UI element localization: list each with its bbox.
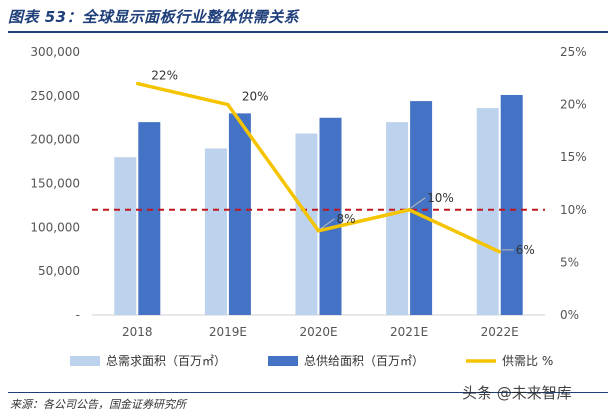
x-tick-label: 2021E bbox=[390, 325, 428, 339]
supply-bar bbox=[319, 117, 342, 315]
legend-label-supply: 总供给面积（百万㎡） bbox=[304, 354, 424, 368]
demand-bar bbox=[386, 122, 409, 315]
supply-demand-chart: - 50,000 100,000 150,000 200,000 250,000 300,0… bbox=[30, 45, 587, 368]
ratio-point bbox=[135, 82, 139, 86]
y-right-tick-label: 5% bbox=[560, 255, 579, 269]
y-right-tick-label: 15% bbox=[560, 150, 587, 164]
ratio-data-label: 8% bbox=[337, 212, 356, 226]
y-right-tick-label: 20% bbox=[560, 98, 587, 112]
figure-title: 图表 53：全球显示面板行业整体供需关系 bbox=[8, 8, 300, 26]
y-left-tick-label: 250,000 bbox=[30, 89, 80, 103]
source-note: 来源：各公司公告，国金证券研究所 bbox=[10, 398, 186, 411]
supply-bar bbox=[138, 122, 161, 315]
footer-divider bbox=[8, 392, 608, 393]
x-tick-label: 2020E bbox=[299, 325, 337, 339]
demand-bar bbox=[114, 157, 137, 315]
data-label-leader bbox=[410, 197, 426, 209]
ratio-point bbox=[226, 103, 230, 107]
y-right-tick-label: 0% bbox=[560, 308, 579, 322]
demand-bar bbox=[295, 133, 318, 315]
watermark: 头条 @未来智库 bbox=[462, 384, 572, 402]
ratio-line bbox=[136, 81, 501, 254]
ratio-point bbox=[498, 250, 502, 254]
data-label-leader bbox=[320, 218, 335, 230]
ratio-data-label: 22% bbox=[151, 69, 178, 83]
ratio-data-label: 6% bbox=[516, 243, 535, 257]
legend-label-demand: 总需求面积（百万㎡） bbox=[106, 354, 226, 368]
title-divider bbox=[8, 31, 608, 33]
y-left-tick-label: 300,000 bbox=[30, 45, 80, 59]
demand-bar bbox=[476, 108, 499, 316]
y-right-tick-label: 25% bbox=[560, 45, 587, 59]
x-tick-label: 2022E bbox=[481, 325, 519, 339]
supply-bar bbox=[228, 113, 251, 315]
y-left-tick-label: 200,000 bbox=[30, 133, 80, 147]
y-right-tick-label: 10% bbox=[560, 203, 587, 217]
ratio-point bbox=[317, 229, 320, 233]
ratio-data-label: 10% bbox=[427, 191, 454, 205]
y-left-tick-label: 50,000 bbox=[38, 264, 80, 278]
x-tick-label: 2018 bbox=[122, 325, 153, 339]
ratio-data-label: 20% bbox=[242, 90, 269, 104]
x-tick-label: 2019E bbox=[209, 325, 247, 339]
demand-bar bbox=[204, 148, 227, 315]
legend-swatch-supply bbox=[268, 356, 298, 366]
y-left-tick-label: 150,000 bbox=[30, 177, 80, 191]
y-left-tick-label: - bbox=[76, 308, 80, 322]
legend-label-ratio: 供需比 % bbox=[502, 354, 553, 368]
y-left-tick-label: 100,000 bbox=[30, 220, 80, 234]
ratio-point bbox=[407, 208, 411, 212]
legend-swatch-demand bbox=[70, 356, 100, 366]
supply-bar bbox=[500, 94, 523, 315]
supply-bar bbox=[410, 101, 433, 316]
